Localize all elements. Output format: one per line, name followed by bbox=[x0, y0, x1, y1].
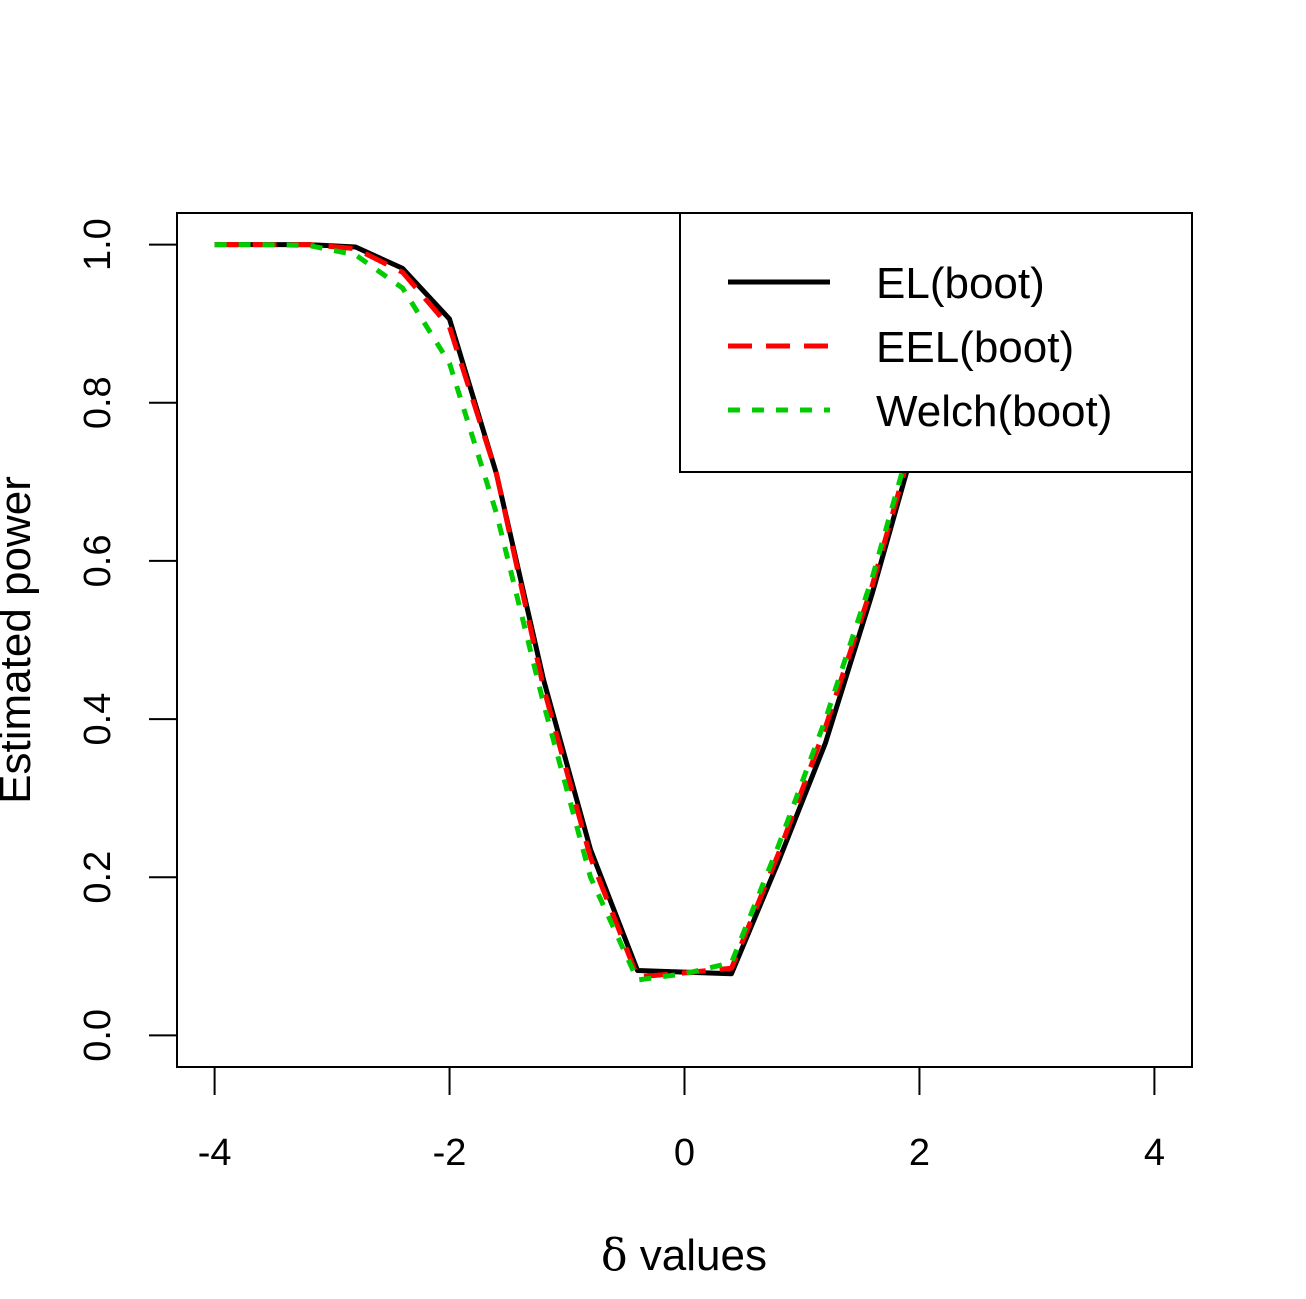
x-tick-label: 2 bbox=[909, 1132, 930, 1174]
series-line-eel-boot bbox=[214, 242, 1155, 980]
legend: EL(boot) EEL(boot) Welch(boot) bbox=[679, 212, 1193, 473]
y-tick-label: 0.8 bbox=[77, 376, 119, 429]
x-tick-label: -2 bbox=[433, 1132, 467, 1174]
y-axis-label: Estimated power bbox=[0, 476, 40, 804]
x-axis-label-text: values bbox=[628, 1231, 767, 1280]
legend-box bbox=[679, 212, 1193, 473]
plot-frame bbox=[176, 212, 1193, 1068]
legend-label: EEL(boot) bbox=[876, 323, 1074, 372]
x-axis-label-symbol: δ bbox=[601, 1230, 628, 1281]
legend-label: EL(boot) bbox=[876, 259, 1045, 308]
x-tick-label: 4 bbox=[1144, 1132, 1165, 1174]
legend-label: Welch(boot) bbox=[876, 387, 1112, 436]
y-tick-label: 1.0 bbox=[77, 218, 119, 271]
x-tick-label: 0 bbox=[674, 1132, 695, 1174]
x-axis-label: δ values bbox=[601, 1230, 767, 1281]
y-tick-label: 0.4 bbox=[77, 693, 119, 746]
y-tick-label: 0.0 bbox=[77, 1009, 119, 1062]
x-tick-label: -4 bbox=[198, 1132, 232, 1174]
y-tick-label: 0.6 bbox=[77, 535, 119, 588]
y-tick-label: 0.2 bbox=[77, 851, 119, 904]
